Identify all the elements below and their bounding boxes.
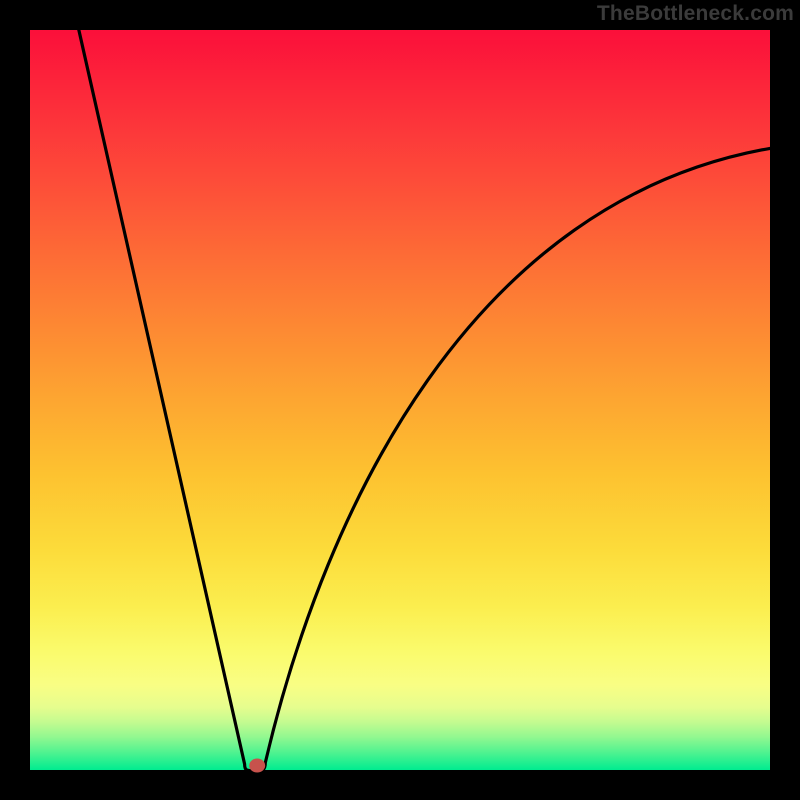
optimal-point-dot	[249, 759, 265, 773]
watermark-text: TheBottleneck.com	[597, 2, 794, 26]
plot-background	[30, 30, 770, 770]
chart-stage: TheBottleneck.com	[0, 0, 800, 800]
bottleneck-chart	[0, 0, 800, 800]
